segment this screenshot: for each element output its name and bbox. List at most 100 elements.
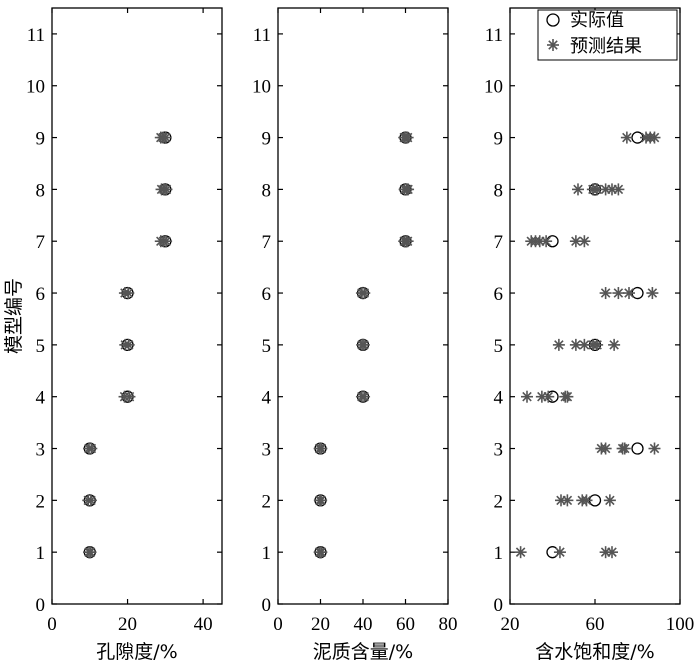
y-tick-label: 11 <box>27 25 45 46</box>
x-tick-label: 100 <box>666 614 695 635</box>
legend-entry-actual: 实际值 <box>570 10 624 31</box>
y-tick-label: 1 <box>494 543 504 564</box>
y-tick-label: 1 <box>36 543 46 564</box>
markers-porosity <box>82 131 173 559</box>
x-tick-label: 20 <box>118 614 137 635</box>
y-tick-label: 3 <box>36 440 46 461</box>
predicted-value-point <box>561 494 574 507</box>
y-tick-label: 8 <box>262 180 272 201</box>
predicted-value-point <box>646 287 659 300</box>
predicted-value-point <box>580 494 593 507</box>
y-tick-label: 5 <box>262 336 272 357</box>
y-tick-label: 10 <box>26 77 45 98</box>
y-axis-water-saturation: 0 1 2 3 4 5 6 7 8 9 10 11 <box>484 25 680 616</box>
actual-value-point <box>631 442 644 455</box>
panel-water-saturation: 0 1 2 3 4 5 6 7 8 9 10 11 20 60 100 含水饱和度/% 实际值 预测结果 <box>484 7 695 663</box>
y-tick-label: 4 <box>36 388 46 409</box>
x-tick-label: 40 <box>354 614 373 635</box>
y-tick-label: 4 <box>262 388 272 409</box>
plot-frame-shale-content <box>277 7 449 605</box>
panel-shale-content: 0 1 2 3 4 5 6 7 8 9 10 11 0 20 40 60 80 泥质含量/% <box>252 7 458 663</box>
y-tick-label: 10 <box>252 77 271 98</box>
predicted-value-point <box>603 494 616 507</box>
x-axis-water-saturation: 20 60 100 <box>501 8 695 635</box>
x-axis-label-porosity: 孔隙度/% <box>96 641 177 663</box>
y-tick-label: 9 <box>36 129 46 150</box>
y-tick-label: 9 <box>494 129 504 150</box>
predicted-value-point <box>160 183 173 196</box>
predicted-value-point <box>606 546 618 559</box>
predicted-value-point <box>553 546 566 559</box>
predicted-value-point <box>612 183 625 196</box>
legend-asterisk-marker-icon <box>547 39 559 51</box>
predicted-value-point <box>608 338 621 351</box>
y-tick-label: 7 <box>36 232 46 253</box>
predicted-value-point <box>618 442 631 455</box>
y-tick-label: 2 <box>262 491 272 512</box>
x-axis-label-shale-content: 泥质含量/% <box>313 641 413 663</box>
predicted-value-point <box>561 390 574 403</box>
y-tick-label: 4 <box>494 388 504 409</box>
predicted-value-point <box>402 183 415 196</box>
y-tick-label: 11 <box>253 25 271 46</box>
y-tick-label: 3 <box>262 440 272 461</box>
y-tick-label: 10 <box>484 77 503 98</box>
x-tick-label: 0 <box>47 614 57 635</box>
predicted-value-point <box>315 494 328 507</box>
y-tick-label: 2 <box>36 491 46 512</box>
x-axis-shale-content: 0 20 40 60 80 <box>273 8 458 635</box>
markers-shale-content <box>313 131 415 559</box>
predicted-value-point <box>122 287 135 300</box>
x-axis-porosity: 0 20 40 <box>47 8 213 635</box>
y-tick-label: 5 <box>494 336 504 357</box>
predicted-value-point <box>572 183 584 196</box>
y-tick-label: 0 <box>262 595 272 616</box>
predicted-value-point <box>648 131 661 144</box>
predicted-value-point <box>578 235 591 248</box>
y-tick-label: 6 <box>262 284 272 305</box>
predicted-value-point <box>540 235 553 248</box>
legend-circle-marker-icon <box>546 13 560 27</box>
y-tick-label: 6 <box>494 284 504 305</box>
x-tick-label: 40 <box>194 614 213 635</box>
y-tick-label: 9 <box>262 129 272 150</box>
markers-water-saturation <box>514 131 661 559</box>
y-axis-porosity: 0 1 2 3 4 5 6 7 8 9 10 11 <box>26 25 222 616</box>
predicted-value-point <box>552 338 565 351</box>
y-tick-label: 2 <box>494 491 504 512</box>
y-tick-label: 3 <box>494 440 504 461</box>
predicted-value-point <box>357 338 370 351</box>
panel-porosity: 0 1 2 3 4 5 6 7 8 9 10 11 0 20 40 孔隙度/% <box>26 7 223 663</box>
y-tick-label: 11 <box>485 25 503 46</box>
predicted-value-point <box>599 442 612 455</box>
predicted-value-point <box>160 235 173 248</box>
y-axis-shale-content: 0 1 2 3 4 5 6 7 8 9 10 11 <box>252 25 448 616</box>
plot-frame-porosity <box>51 7 223 605</box>
predicted-value-point <box>123 390 136 403</box>
predicted-value-point <box>591 338 604 351</box>
plot-frame-water-saturation <box>509 7 681 605</box>
predicted-value-point <box>315 546 328 559</box>
x-tick-label: 80 <box>439 614 458 635</box>
predicted-value-point <box>315 442 328 455</box>
x-tick-label: 0 <box>273 614 283 635</box>
legend-box <box>537 9 678 61</box>
y-tick-label: 8 <box>494 180 504 201</box>
predicted-value-point <box>401 235 414 248</box>
x-tick-label: 60 <box>586 614 605 635</box>
y-tick-label: 1 <box>262 543 272 564</box>
predicted-value-point <box>358 390 371 403</box>
predicted-value-point <box>648 442 661 455</box>
predicted-value-point <box>84 546 97 559</box>
predicted-value-point <box>521 390 533 403</box>
predicted-value-point <box>578 338 591 351</box>
y-tick-label: 0 <box>36 595 46 616</box>
y-tick-label: 7 <box>262 232 272 253</box>
predicted-value-point <box>569 338 582 351</box>
y-tick-label: 5 <box>36 336 46 357</box>
x-tick-label: 60 <box>396 614 415 635</box>
predicted-value-point <box>599 287 612 300</box>
legend: 实际值 预测结果 <box>537 9 678 61</box>
y-tick-label: 0 <box>494 595 504 616</box>
